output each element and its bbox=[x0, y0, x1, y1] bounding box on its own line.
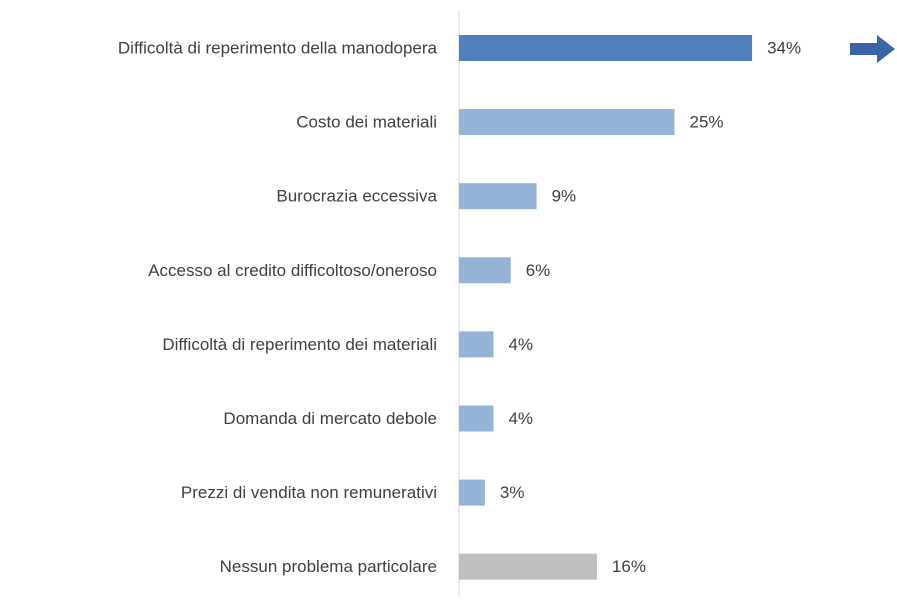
arrow-icon bbox=[850, 35, 895, 63]
bar bbox=[459, 109, 675, 136]
bar bbox=[459, 331, 494, 358]
bar bbox=[459, 183, 537, 210]
value-label: 34% bbox=[767, 38, 801, 57]
value-label: 25% bbox=[690, 113, 724, 132]
category-label: Nessun problema particolare bbox=[220, 557, 437, 576]
category-label: Difficoltà di reperimento dei materiali bbox=[162, 335, 437, 354]
value-label: 4% bbox=[508, 409, 533, 428]
bar bbox=[459, 479, 485, 506]
bar bbox=[459, 35, 753, 61]
category-label: Costo dei materiali bbox=[296, 113, 437, 132]
category-label: Accesso al credito difficoltoso/oneroso bbox=[148, 261, 437, 280]
value-label: 4% bbox=[508, 335, 533, 354]
category-label: Difficoltà di reperimento della manodope… bbox=[118, 38, 438, 57]
bar bbox=[459, 553, 597, 580]
value-label: 6% bbox=[526, 261, 551, 280]
category-label: Prezzi di vendita non remunerativi bbox=[181, 483, 437, 502]
category-label: Burocrazia eccessiva bbox=[276, 187, 437, 206]
category-label: Domanda di mercato debole bbox=[223, 409, 437, 428]
bar bbox=[459, 405, 494, 432]
value-label: 9% bbox=[552, 187, 577, 206]
value-label: 16% bbox=[612, 557, 646, 576]
value-label: 3% bbox=[500, 483, 525, 502]
bar bbox=[459, 257, 511, 284]
